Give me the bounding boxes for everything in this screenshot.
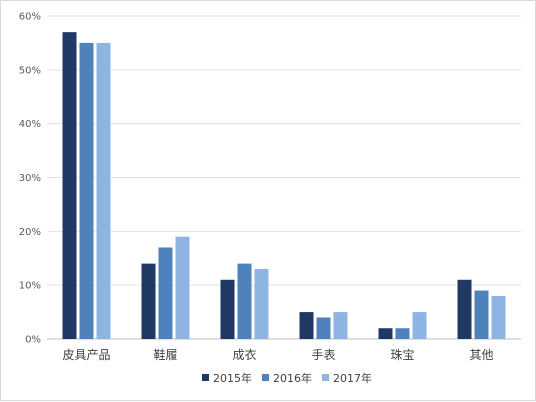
bar-2016年-皮具产品	[79, 42, 94, 340]
legend-swatch	[202, 374, 209, 381]
y-axis-tick-labels: 0% 10% 20% 30% 40% 50% 60%	[19, 12, 41, 346]
x-axis: 皮具产品 鞋履 成衣 手表 珠宝 其他	[62, 347, 493, 362]
x-category-label: 皮具产品	[62, 348, 110, 362]
legend: 2015年 2016年 2017年	[202, 371, 372, 385]
bar-2016年-其他	[474, 290, 489, 339]
bar-2017年-手表	[333, 312, 348, 339]
bar-2017年-珠宝	[412, 312, 427, 339]
bar-2015年-手表	[299, 312, 314, 339]
legend-label: 2017年	[333, 371, 372, 385]
y-tick-label: 20%	[19, 227, 41, 238]
bar-2016年-手表	[316, 317, 331, 339]
bar-2017年-其他	[491, 295, 506, 339]
bar-2017年-皮具产品	[96, 42, 111, 340]
y-tick-label: 10%	[19, 281, 41, 292]
x-category-label: 珠宝	[390, 348, 414, 362]
legend-swatch	[322, 374, 329, 381]
bar-2015年-鞋履	[141, 263, 156, 339]
legend-label: 2015年	[213, 371, 252, 385]
y-tick-label: 50%	[19, 65, 41, 76]
x-category-label: 成衣	[232, 347, 256, 362]
bar-2015年-珠宝	[378, 328, 393, 339]
bar-2017年-成衣	[254, 269, 269, 339]
bar-2015年-其他	[457, 279, 472, 339]
x-category-label: 手表	[311, 348, 335, 362]
y-tick-label: 0%	[25, 335, 41, 346]
x-category-label: 鞋履	[153, 347, 177, 362]
y-tick-label: 60%	[19, 12, 41, 23]
gridlines	[47, 15, 521, 340]
y-tick-label: 40%	[19, 119, 41, 130]
bar-2016年-珠宝	[395, 328, 410, 339]
bar-2015年-皮具产品	[62, 32, 77, 340]
legend-label: 2016年	[273, 371, 312, 385]
y-tick-label: 30%	[19, 173, 41, 184]
bar-2017年-鞋履	[175, 236, 190, 339]
bar-2015年-成衣	[220, 279, 235, 339]
bars	[62, 32, 506, 340]
bar-2016年-鞋履	[158, 247, 173, 339]
x-category-label: 其他	[469, 348, 493, 362]
legend-swatch	[262, 374, 269, 381]
bar-2016年-成衣	[237, 263, 252, 339]
